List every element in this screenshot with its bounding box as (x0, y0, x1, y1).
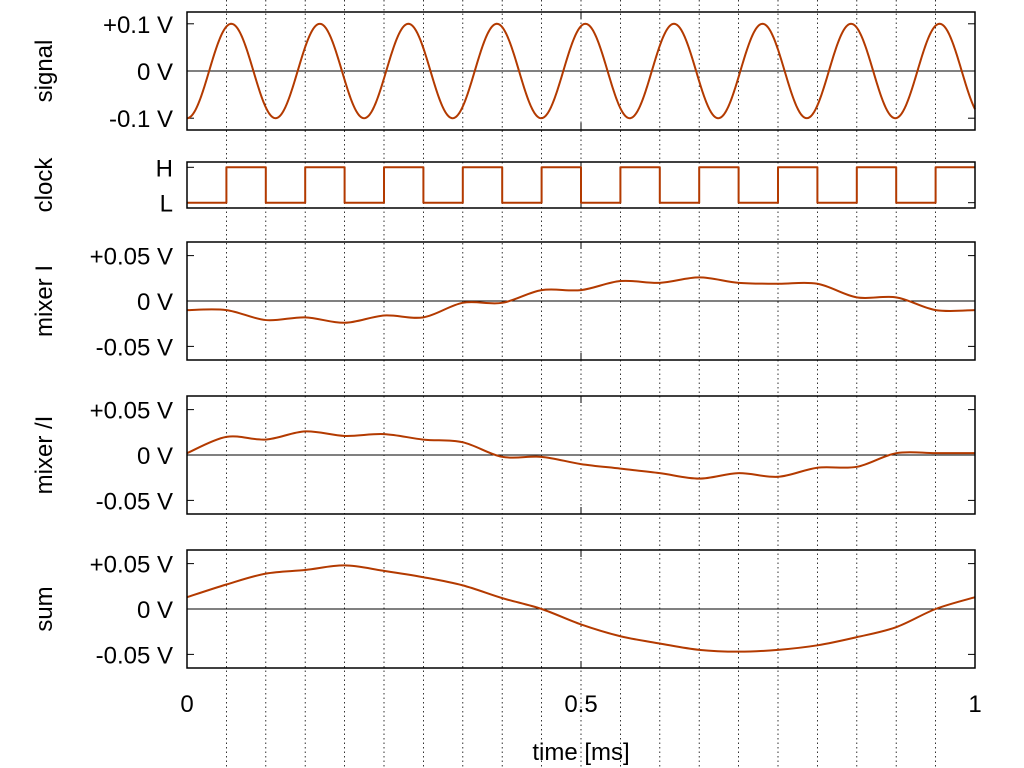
plot-frame (186, 161, 976, 209)
y-tick-label: H (156, 155, 173, 182)
y-axis-label: mixer /I (31, 416, 58, 495)
y-tick-label: -0.05 V (96, 642, 173, 669)
plot-frame (186, 11, 976, 131)
series-line-signal (186, 22, 976, 120)
x-axis-label: time [ms] (532, 739, 629, 766)
y-tick-label: +0.1 V (103, 12, 173, 39)
y-axis-label: mixer I (31, 265, 58, 337)
y-tick-label: -0.1 V (109, 106, 173, 133)
series-line-sum (186, 564, 976, 653)
y-tick-label: -0.05 V (96, 334, 173, 361)
x-tick-label: 1 (968, 691, 981, 718)
y-tick-label: +0.05 V (90, 244, 173, 271)
series-line-clock (187, 166, 975, 204)
y-tick-label: +0.05 V (90, 398, 173, 425)
panel-signal: +0.1 V 0 V -0.1 V signal (31, 11, 976, 133)
clock-edge-grid (225, 0, 936, 768)
panel-sum: +0.05 V 0 V -0.05 V sum (31, 549, 976, 669)
panel-mixer_i: +0.05 V 0 V -0.05 V mixer I (31, 241, 976, 361)
x-tick-label: 0 (180, 691, 193, 718)
y-tick-label: +0.05 V (90, 552, 173, 579)
series-line-mixer_i (186, 276, 976, 324)
y-tick-label: -0.05 V (96, 488, 173, 515)
plot-frame (186, 549, 976, 669)
y-axis-label: signal (31, 40, 58, 103)
plot-frame (186, 395, 976, 515)
y-axis-label: clock (31, 157, 58, 213)
panel-mixer_ni: +0.05 V 0 V -0.05 V mixer /I (31, 395, 976, 515)
y-tick-label: 0 V (137, 59, 173, 86)
series-line-mixer_ni (186, 430, 975, 480)
y-axis-label: sum (31, 586, 58, 631)
y-tick-label: L (160, 191, 173, 218)
y-tick-label: 0 V (137, 597, 173, 624)
y-tick-label: 0 V (137, 443, 173, 470)
time-axis: time [ms] 0 0.5 1 (180, 691, 981, 766)
y-tick-label: 0 V (137, 289, 173, 316)
plot-frame (186, 241, 976, 361)
x-tick-label: 0.5 (564, 691, 597, 718)
